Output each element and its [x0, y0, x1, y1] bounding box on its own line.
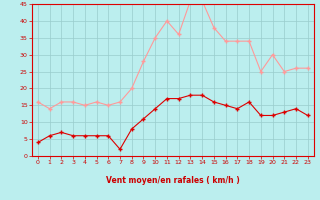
X-axis label: Vent moyen/en rafales ( km/h ): Vent moyen/en rafales ( km/h ): [106, 176, 240, 185]
